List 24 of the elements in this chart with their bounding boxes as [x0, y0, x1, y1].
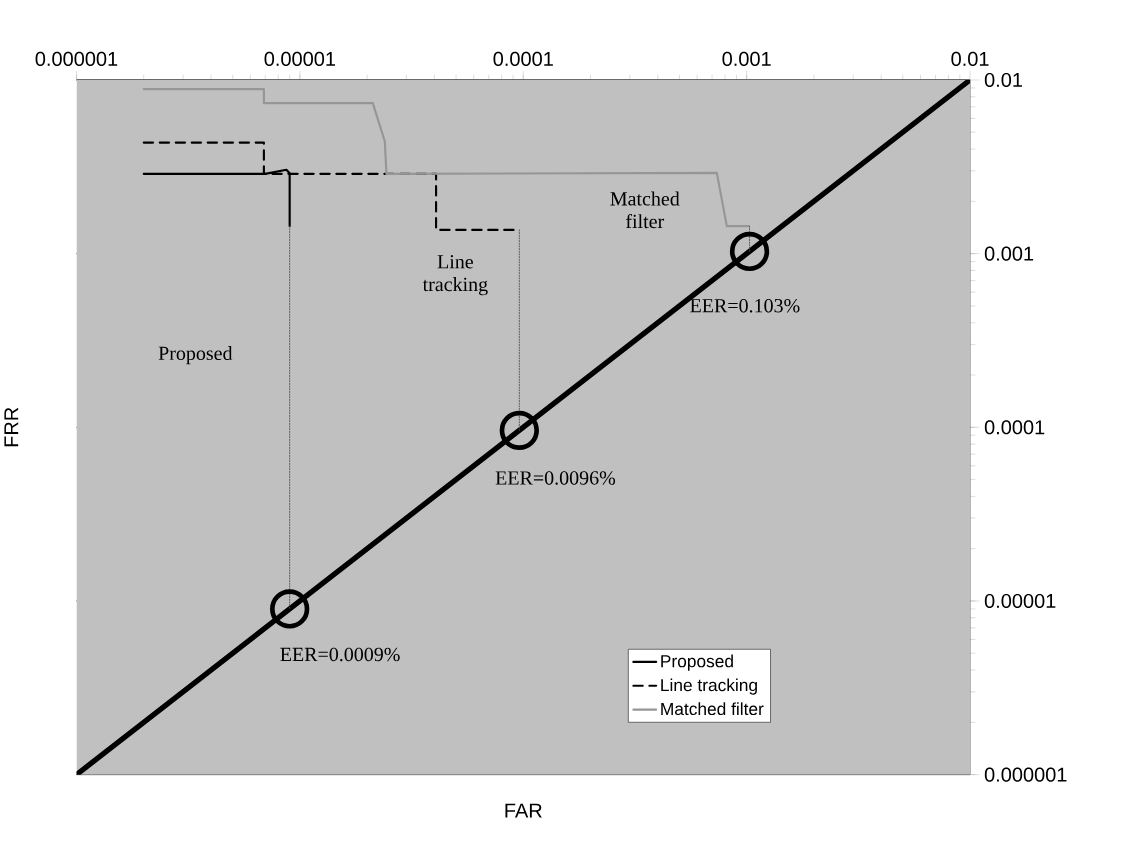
y-tick-label: 0.01 — [984, 73, 1022, 88]
x-axis-title: FAR — [505, 803, 542, 818]
annotation: Line tracking — [422, 255, 488, 296]
point — [270, 589, 310, 629]
annotation: Matched filter — [610, 191, 680, 229]
x-tick-label: 0.001 — [722, 52, 771, 67]
x-tick-label: 0.0001 — [493, 52, 553, 67]
annotation: Proposed — [158, 346, 233, 365]
legend-label: Matched filter — [661, 702, 764, 716]
legend-label: Proposed — [661, 654, 733, 671]
x-tick-label: 0.01 — [951, 52, 989, 67]
x-tick-label: 0.00001 — [264, 52, 336, 67]
legend-label: Line tracking — [661, 678, 757, 695]
x-tick-label: 0.000001 — [35, 52, 118, 67]
y-tick-label: 0.0001 — [984, 420, 1045, 435]
annotation: EER=0.0096% — [495, 471, 616, 486]
point — [729, 231, 770, 272]
y-axis-title: FRR — [4, 407, 19, 447]
y-tick-label: 0.001 — [984, 246, 1034, 261]
annotation: EER=0.0009% — [280, 647, 400, 662]
y-tick-label: 0.00001 — [984, 594, 1056, 609]
point — [499, 410, 539, 451]
y-tick-label: 0.000001 — [984, 767, 1067, 782]
annotation: EER=0.103% — [690, 299, 800, 313]
